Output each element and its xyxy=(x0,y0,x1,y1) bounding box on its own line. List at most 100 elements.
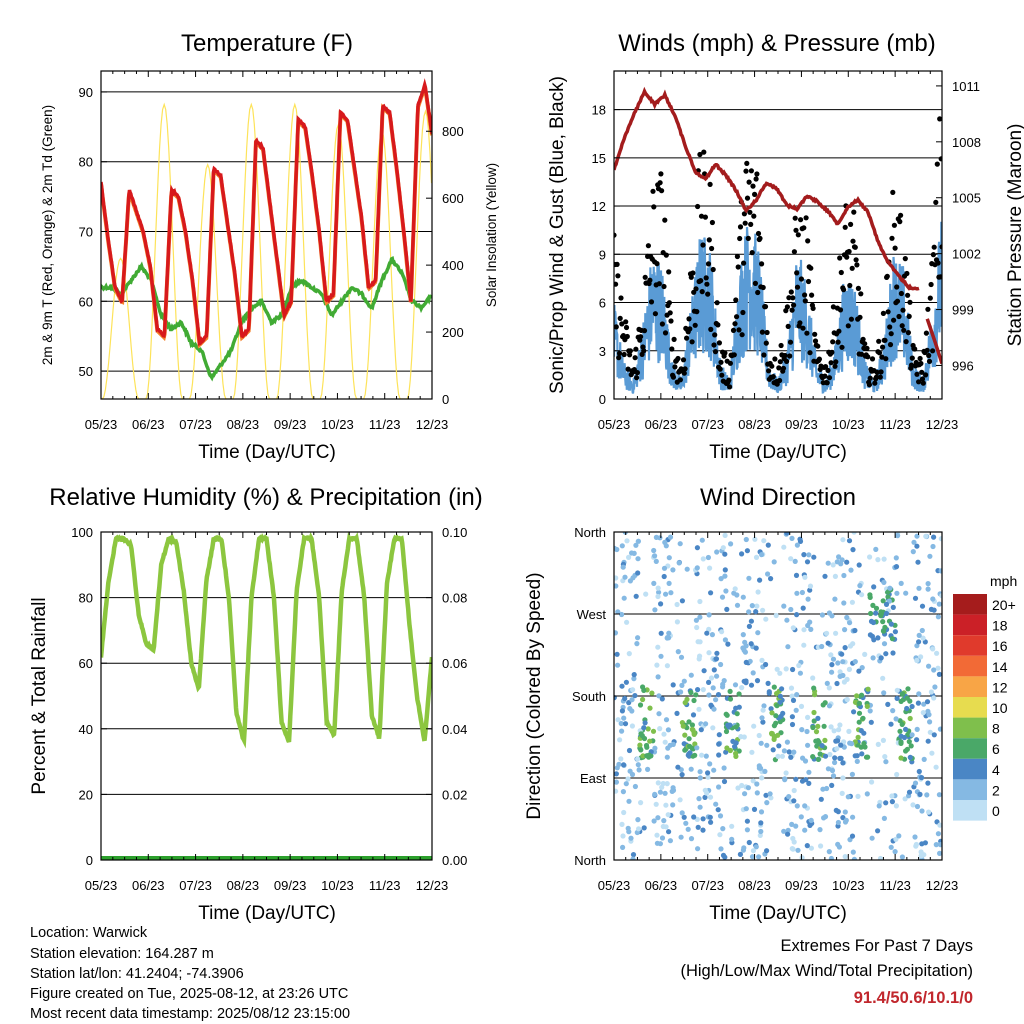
gust-point xyxy=(902,256,908,262)
direction-point xyxy=(711,706,717,712)
direction-point xyxy=(934,650,940,656)
direction-point xyxy=(688,689,694,696)
direction-point xyxy=(937,726,942,732)
direction-point xyxy=(914,643,920,649)
direction-point xyxy=(931,732,937,738)
rh-plot-area xyxy=(101,532,432,860)
colorbar-label: 0 xyxy=(992,803,1000,819)
direction-point xyxy=(834,559,840,565)
direction-point xyxy=(641,725,647,731)
x-tick-label: 08/23 xyxy=(227,878,260,893)
gust-point xyxy=(824,380,830,386)
direction-point xyxy=(883,610,890,617)
direction-point xyxy=(799,855,805,860)
gust-point xyxy=(850,238,856,244)
direction-point xyxy=(636,826,642,832)
direction-point xyxy=(716,752,722,758)
direction-point xyxy=(766,689,772,695)
gust-point xyxy=(857,314,863,320)
gust-point xyxy=(658,171,664,177)
direction-point xyxy=(750,848,757,854)
direction-point xyxy=(622,721,629,727)
direction-point xyxy=(741,647,747,653)
x-tick-label: 10/23 xyxy=(321,878,354,893)
gust-point xyxy=(880,344,886,350)
direction-point xyxy=(614,546,620,553)
temp-title: Temperature (F) xyxy=(181,30,353,57)
direction-point xyxy=(756,854,762,860)
direction-point xyxy=(794,692,800,698)
direction-point xyxy=(824,630,830,636)
gust-point xyxy=(748,221,754,227)
x-tick-label: 06/23 xyxy=(132,878,165,893)
gust-point xyxy=(832,363,838,369)
gust-point xyxy=(645,243,652,249)
direction-point xyxy=(811,554,817,560)
gust-point xyxy=(651,204,657,210)
direction-point xyxy=(762,768,768,775)
gust-point xyxy=(916,379,922,385)
direction-point xyxy=(707,565,713,571)
direction-point xyxy=(720,826,726,832)
gust-point xyxy=(897,219,903,225)
direction-point xyxy=(836,554,842,560)
direction-point xyxy=(710,725,716,731)
gust-point xyxy=(907,299,913,305)
direction-point xyxy=(645,726,651,732)
direction-point xyxy=(653,801,659,807)
direction-point xyxy=(677,541,683,547)
y-tick-label: 40 xyxy=(79,722,93,737)
direction-point xyxy=(691,814,697,820)
direction-point xyxy=(654,832,660,838)
direction-point xyxy=(722,854,728,860)
gust-point xyxy=(698,278,704,284)
direction-point xyxy=(631,676,637,682)
direction-point xyxy=(666,829,672,835)
gust-point xyxy=(712,349,719,355)
direction-point xyxy=(680,723,686,729)
direction-point xyxy=(746,839,752,846)
gust-point xyxy=(769,363,775,369)
gust-point xyxy=(682,366,688,372)
gust-point xyxy=(777,377,783,384)
direction-point xyxy=(936,792,942,798)
direction-point xyxy=(759,657,765,664)
direction-point xyxy=(754,790,760,796)
direction-point xyxy=(805,742,811,748)
direction-point xyxy=(711,667,717,673)
direction-point xyxy=(933,842,939,848)
direction-point xyxy=(770,747,776,753)
direction-point xyxy=(744,827,751,833)
direction-point xyxy=(783,666,789,672)
direction-point xyxy=(705,554,712,561)
direction-point xyxy=(644,744,650,750)
direction-point xyxy=(706,679,712,686)
direction-point xyxy=(659,835,666,841)
gust-point xyxy=(734,314,740,320)
colorbar-label: 4 xyxy=(992,762,1000,778)
direction-point xyxy=(925,780,931,786)
gust-point xyxy=(876,350,883,356)
direction-point xyxy=(867,594,873,601)
direction-point xyxy=(635,762,641,768)
direction-point xyxy=(743,643,749,649)
direction-point xyxy=(769,710,775,716)
direction-point xyxy=(883,651,889,657)
direction-point xyxy=(707,794,714,800)
direction-point xyxy=(842,809,848,815)
gust-point xyxy=(923,330,930,336)
gust-point xyxy=(727,384,733,390)
direction-point xyxy=(736,691,742,697)
direction-point xyxy=(804,559,811,565)
direction-point xyxy=(785,831,791,837)
direction-point xyxy=(685,826,691,832)
direction-point xyxy=(830,562,836,568)
direction-point xyxy=(653,558,659,565)
x-tick-label: 05/23 xyxy=(598,878,631,893)
direction-point xyxy=(834,746,840,752)
direction-point xyxy=(918,853,924,859)
gust-point xyxy=(830,304,837,310)
recent-data-text: Most recent data timestamp: 2025/08/12 2… xyxy=(30,1006,350,1022)
y-tick-label: 80 xyxy=(79,155,93,170)
gust-point xyxy=(752,280,759,286)
